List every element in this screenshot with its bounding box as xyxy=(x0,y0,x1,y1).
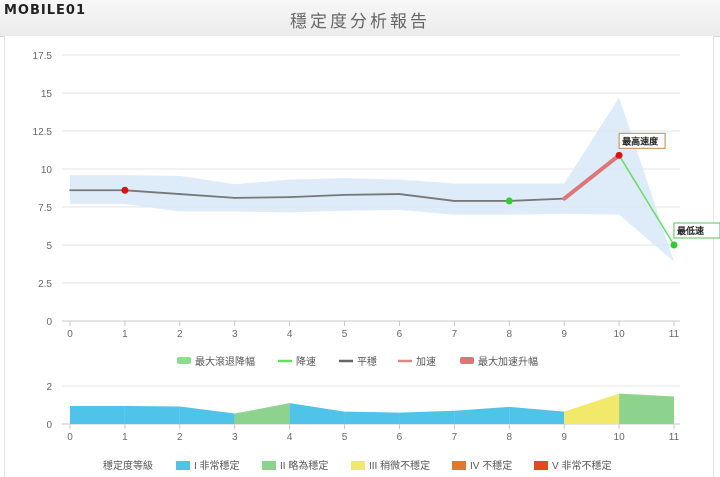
x-tick-label: 0 xyxy=(67,329,73,340)
x-tick-label: 11 xyxy=(669,329,680,340)
x-tick-label: 8 xyxy=(506,432,512,443)
segment-最大加速升幅 xyxy=(562,153,622,201)
x-tick-label: 2 xyxy=(177,329,183,340)
stability-segment xyxy=(564,393,620,424)
y-tick-label: 2 xyxy=(46,382,52,393)
legend-label: 平穩 xyxy=(357,355,377,368)
x-tick-label: 4 xyxy=(287,329,293,340)
y-tick-label: 17.5 xyxy=(33,51,53,62)
y-tick-label: 0 xyxy=(46,317,52,328)
stability-segment xyxy=(124,405,180,424)
x-tick-label: 7 xyxy=(452,432,458,443)
y-tick-label: 2.5 xyxy=(38,279,52,290)
data-point xyxy=(670,241,678,249)
x-tick-label: 5 xyxy=(342,329,348,340)
y-tick-label: 0 xyxy=(46,420,52,431)
legend-label: III 稍微不穩定 xyxy=(369,459,430,472)
legend-label: 最大滾退降幅 xyxy=(195,355,255,368)
series-segment xyxy=(124,189,181,195)
segment-降速 xyxy=(618,154,675,246)
legend-swatch xyxy=(534,461,548,470)
series-segment xyxy=(343,193,401,196)
stability-segment xyxy=(399,410,455,424)
stability-legend: 穩定度等級 I 非常穩定 II 略為穩定 III 稍微不穩定 IV 不穩定 V 非常不穩定 xyxy=(103,459,611,472)
stability-segment xyxy=(619,393,674,424)
series-segment xyxy=(398,193,456,202)
stability-segment xyxy=(454,406,510,424)
x-tick-label: 10 xyxy=(614,432,626,443)
x-tick-label: 6 xyxy=(397,329,403,340)
x-tick-label: 1 xyxy=(122,432,128,443)
stability-area xyxy=(70,393,674,424)
speed-lines xyxy=(69,153,675,246)
data-point xyxy=(615,151,623,159)
x-tick-label: 8 xyxy=(506,329,512,340)
x-tick-label: 10 xyxy=(614,329,626,340)
legend-title: 穩定度等級 xyxy=(103,459,153,472)
legend-label: 加速 xyxy=(416,356,436,368)
legend-swatch xyxy=(262,461,276,470)
speed-markers xyxy=(121,151,678,249)
x-tick-label: 9 xyxy=(561,329,567,340)
variance-band xyxy=(70,97,674,262)
series-segment xyxy=(233,196,291,199)
legend-swatch xyxy=(452,461,466,470)
stability-segment xyxy=(234,403,290,424)
main-axes: 0 1 2 3 4 5 6 7 8 9 10 11 xyxy=(67,321,680,340)
main-legend: 最大滾退降幅 降速 平穩 加速 最大加速升幅 xyxy=(177,355,538,368)
stability-segment xyxy=(289,403,345,424)
legend-swatch xyxy=(351,461,365,470)
x-tick-label: 3 xyxy=(232,432,238,443)
stability-axes: 0 1 2 3 4 5 6 7 8 9 10 11 xyxy=(67,424,680,443)
data-point xyxy=(505,197,513,205)
x-tick-label: 4 xyxy=(287,432,293,443)
series-segment xyxy=(508,197,566,202)
y-tick-label: 15 xyxy=(41,89,53,100)
x-tick-label: 7 xyxy=(452,329,458,340)
x-tick-label: 6 xyxy=(397,432,403,443)
x-tick-label: 2 xyxy=(177,432,183,443)
data-point xyxy=(121,186,129,194)
series-segment xyxy=(178,193,236,199)
x-tick-label: 5 xyxy=(342,432,348,443)
page-title: 穩定度分析報告 xyxy=(290,12,430,32)
speed-band xyxy=(70,97,674,262)
legend-label: 降速 xyxy=(296,355,316,368)
x-tick-label: 9 xyxy=(561,432,567,443)
site-logo[interactable]: MOBILE01 xyxy=(4,3,86,18)
annotation-box xyxy=(618,132,666,149)
legend-label: II 略為穩定 xyxy=(280,459,328,472)
annotation-label: 最低速 xyxy=(677,225,704,236)
legend-swatch xyxy=(460,357,474,364)
legend-label: V 非常不穩定 xyxy=(552,459,611,472)
y-tick-label: 12.5 xyxy=(33,127,53,138)
x-tick-label: 3 xyxy=(232,329,238,340)
stability-segment xyxy=(509,406,565,424)
series-segment xyxy=(288,193,346,199)
x-tick-label: 1 xyxy=(122,329,128,340)
legend-label: I 非常穩定 xyxy=(194,459,240,472)
legend-label: 最大加速升幅 xyxy=(478,355,538,368)
annotation-box xyxy=(673,222,720,239)
legend-swatch xyxy=(176,461,190,470)
stability-segment xyxy=(70,405,125,424)
y-tick-label: 7.5 xyxy=(38,203,52,214)
report-header: MOBILE01 穩定度分析報告 xyxy=(0,0,720,37)
y-tick-label: 10 xyxy=(41,165,53,176)
x-tick-label: 11 xyxy=(669,432,680,443)
stability-segment xyxy=(344,411,400,424)
stability-segment xyxy=(179,406,235,424)
legend-label: IV 不穩定 xyxy=(470,459,512,472)
annotation-label: 最高速度 xyxy=(622,135,659,146)
y-tick-label: 5 xyxy=(46,241,52,252)
legend-swatch xyxy=(177,357,191,364)
x-tick-label: 0 xyxy=(67,432,73,443)
